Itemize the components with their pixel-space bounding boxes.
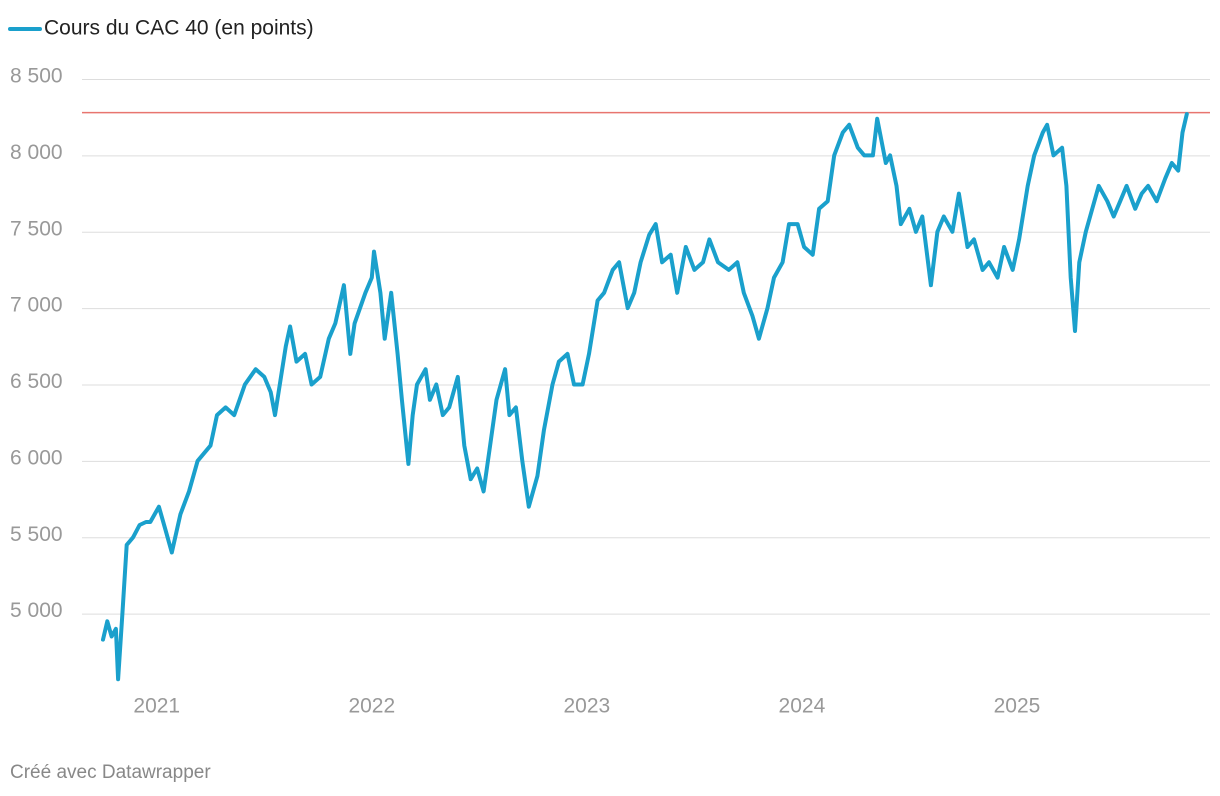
y-tick-label: 7 000 [10,294,63,317]
y-tick-label: 7 500 [10,217,63,240]
y-tick-label: 6 000 [10,446,63,469]
x-tick-label: 2024 [779,695,826,718]
y-tick-label: 5 500 [10,523,63,546]
x-tick-label: 2025 [994,695,1041,718]
x-tick-label: 2022 [348,695,395,718]
series-line [101,112,1189,682]
y-tick-label: 6 500 [10,370,63,393]
legend-label: Cours du CAC 40 (en points) [44,17,314,40]
footer: Créé avec Datawrapper [10,762,211,783]
x-tick-label: 2023 [564,695,611,718]
y-tick-label: 8 000 [10,141,63,164]
y-tick-label: 5 000 [10,599,63,622]
x-tick-label: 2021 [133,695,180,718]
y-tick-label: 8 500 [10,65,63,88]
